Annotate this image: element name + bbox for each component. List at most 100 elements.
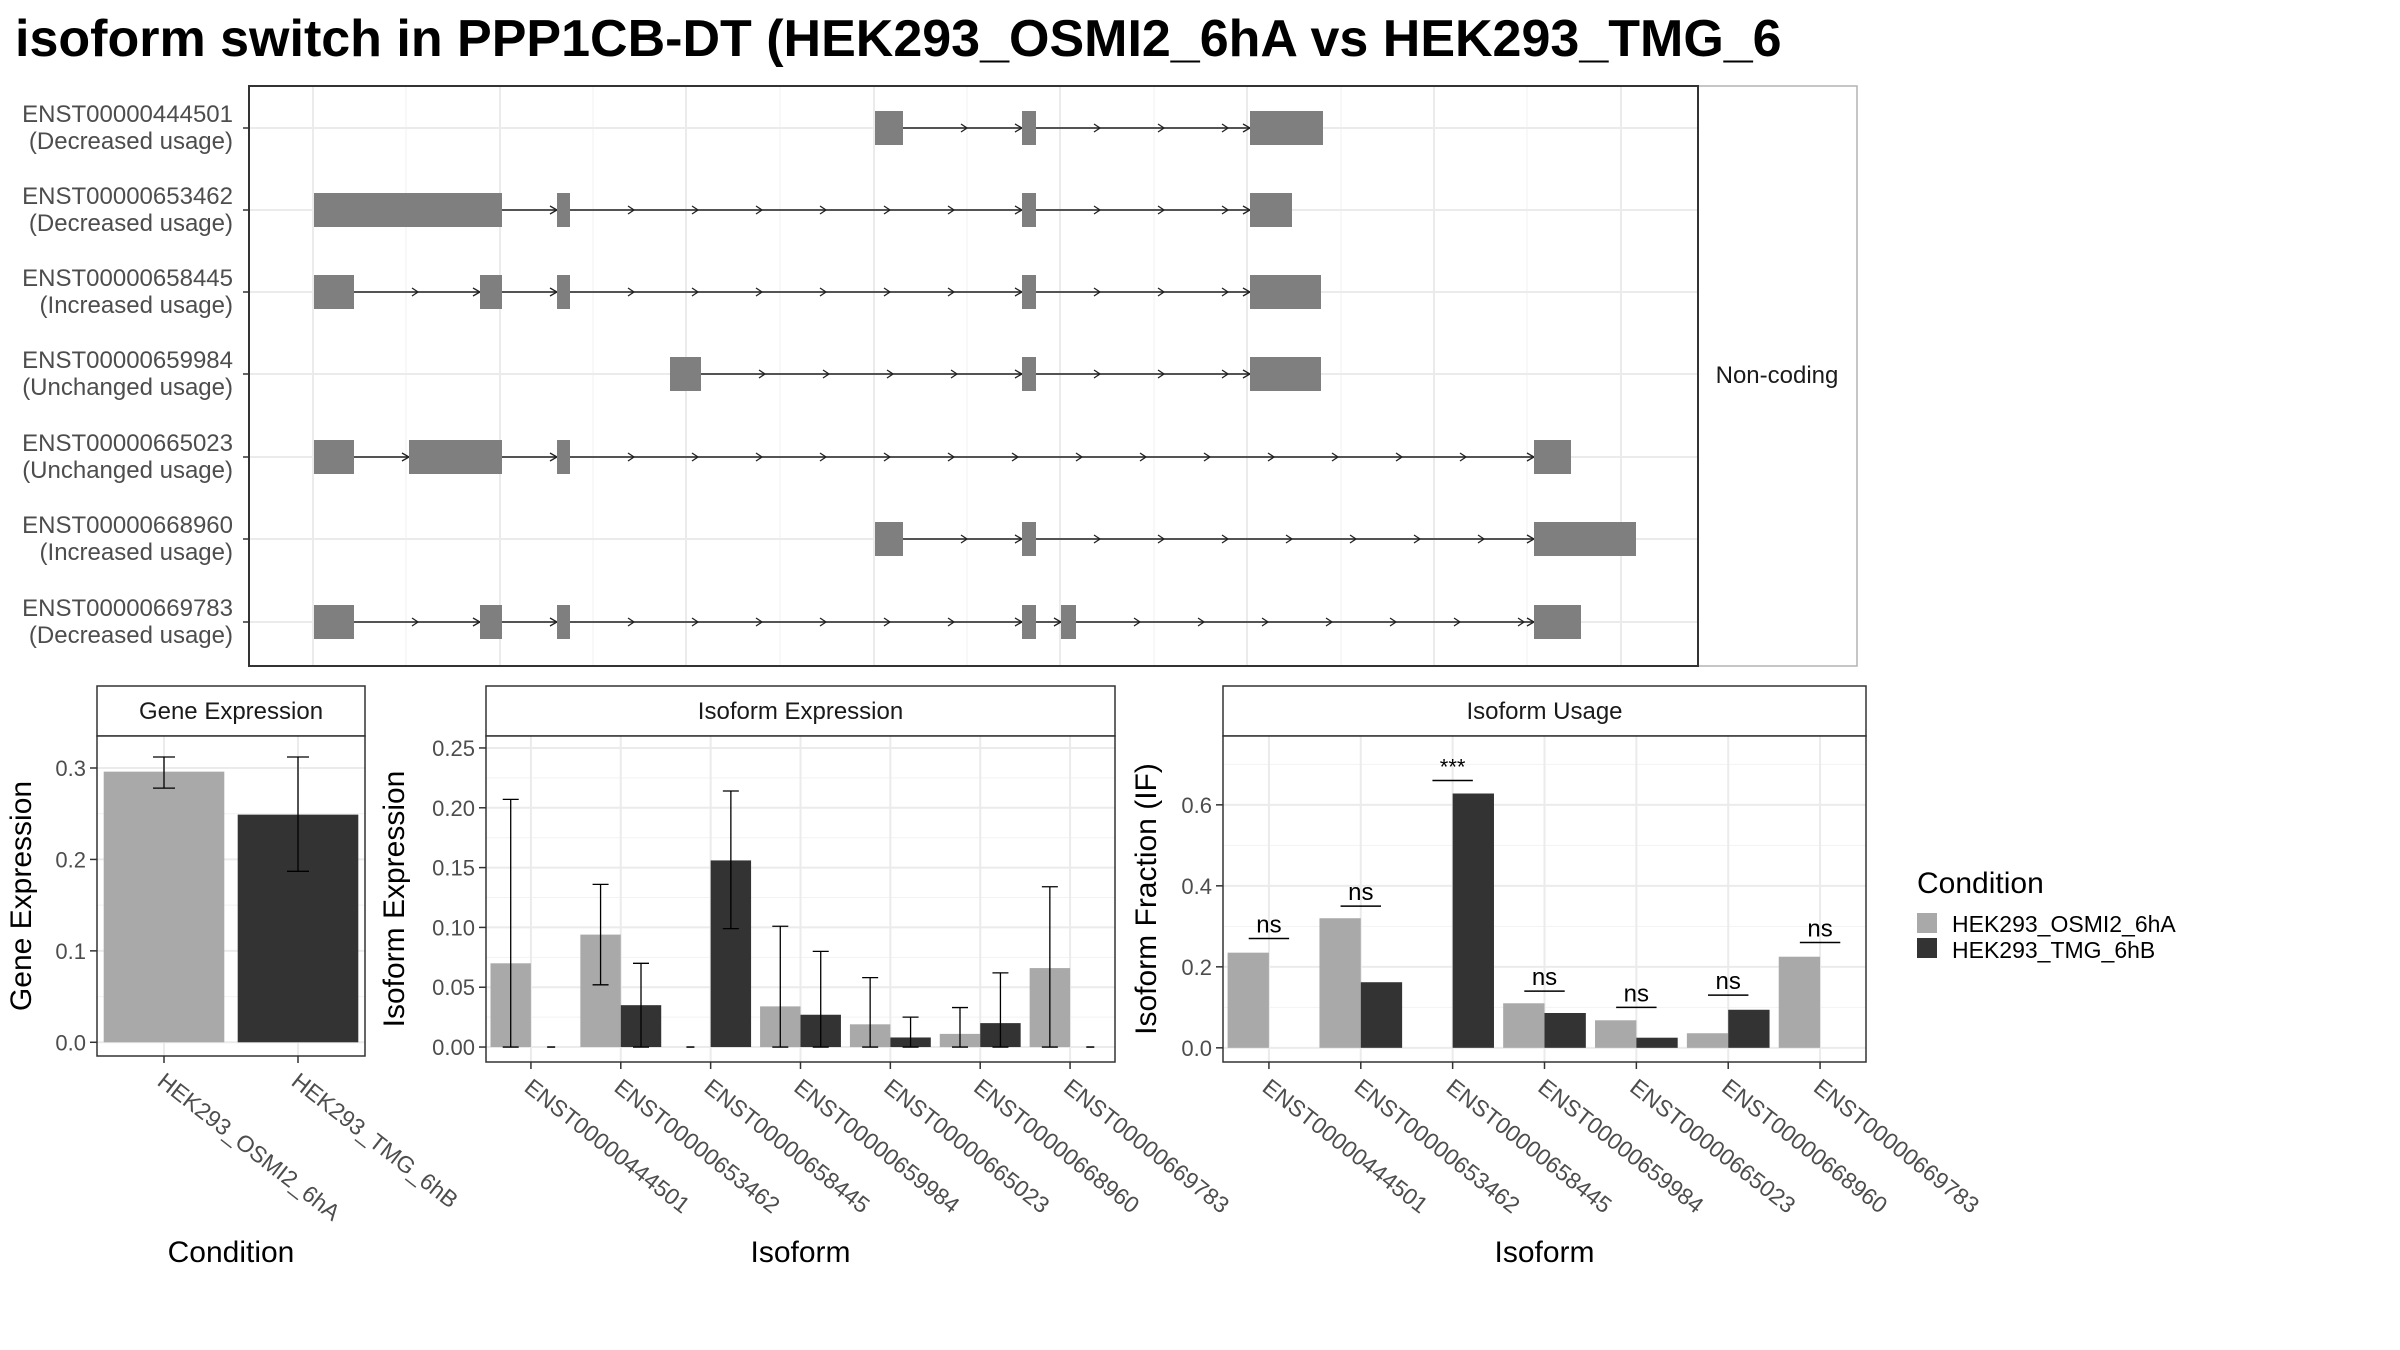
intron-direction-arrow [1261, 617, 1270, 627]
intron-direction-arrow [1285, 534, 1294, 544]
intron-direction-arrow [691, 617, 700, 627]
bar [1595, 1020, 1637, 1048]
intron-direction-arrow [411, 287, 420, 297]
panel-strip-label: Gene Expression [139, 698, 323, 725]
intron-direction-arrow [1331, 452, 1340, 462]
intron-direction-arrow [1139, 452, 1148, 462]
y-tick-label: 0.10 [432, 915, 475, 940]
exon-block [314, 605, 354, 639]
exon-block [1022, 193, 1036, 227]
intron-direction-arrow [947, 452, 956, 462]
x-tick-label: ENST00000669783 [1809, 1073, 1984, 1218]
x-tick-label: ENST00000665023 [1625, 1073, 1800, 1218]
exon-block [1022, 605, 1036, 639]
intron-direction-arrow [1157, 369, 1166, 379]
y-tick-label: 0.0 [1181, 1036, 1212, 1061]
intron-direction-arrow [883, 205, 892, 215]
y-tick-label: 0.05 [432, 975, 475, 1000]
exon-block [1022, 522, 1036, 556]
exon-block [314, 193, 502, 227]
intron-direction-arrow [950, 369, 959, 379]
y-axis-title: Isoform Expression [378, 771, 411, 1028]
intron-direction-arrow [627, 205, 636, 215]
intron-direction-arrow [1349, 534, 1358, 544]
x-axis-title: Isoform [1494, 1236, 1594, 1269]
intron-direction-arrow [883, 617, 892, 627]
transcript-usage-label: (Decreased usage) [29, 210, 233, 237]
intron-direction-arrow [883, 287, 892, 297]
exon-block [557, 275, 570, 309]
structure-strip-box [248, 85, 1858, 667]
plot-border [1222, 735, 1867, 1063]
significance-label: ns [1256, 911, 1281, 938]
bar [1360, 982, 1403, 1048]
intron-direction-arrow [1221, 287, 1230, 297]
exon-block [314, 440, 354, 474]
panel-strip [485, 685, 1116, 737]
intron-direction-arrow [1075, 452, 1084, 462]
exon-block [1250, 275, 1321, 309]
intron-direction-arrow [1325, 617, 1334, 627]
intron-direction-arrow [883, 452, 892, 462]
intron-direction-arrow [947, 617, 956, 627]
transcript-usage-label: (Unchanged usage) [22, 457, 233, 484]
exon-block [1250, 111, 1323, 145]
intron-direction-arrow [1093, 369, 1102, 379]
y-tick-label: 0.6 [1181, 793, 1212, 818]
intron-direction-arrow [1221, 534, 1230, 544]
intron-direction-arrow [819, 617, 828, 627]
intron-direction-arrow [1453, 617, 1462, 627]
bar [103, 771, 225, 1043]
intron-direction-arrow [1517, 617, 1526, 627]
intron-direction-arrow [1093, 123, 1102, 133]
transcript-id-label: ENST00000668960 [22, 512, 233, 539]
intron-direction-arrow [755, 287, 764, 297]
intron-direction-arrow [691, 205, 700, 215]
exon-block [1534, 522, 1636, 556]
y-tick-label: 0.1 [55, 939, 86, 964]
significance-label: ns [1807, 916, 1832, 943]
intron-direction-arrow [755, 617, 764, 627]
exon-block [409, 440, 502, 474]
y-tick-label: 0.2 [55, 847, 86, 872]
intron-direction-arrow [1093, 534, 1102, 544]
significance-label: ns [1348, 879, 1373, 906]
legend-title: Condition [1917, 867, 2044, 900]
transcript-usage-label: (Unchanged usage) [22, 374, 233, 401]
x-tick-label: ENST00000669783 [1059, 1073, 1234, 1218]
intron-direction-arrow [755, 452, 764, 462]
exon-block [1534, 440, 1571, 474]
intron-direction-arrow [627, 452, 636, 462]
bar [1778, 956, 1821, 1048]
structure-strip-label: Non-coding [1716, 362, 1839, 389]
intron-direction-arrow [627, 287, 636, 297]
intron-direction-arrow [1477, 534, 1486, 544]
transcript-id-label: ENST00000658445 [22, 265, 233, 292]
intron-direction-arrow [819, 452, 828, 462]
figure-title: isoform switch in PPP1CB-DT (HEK293_OSMI… [15, 10, 1782, 68]
panel-strip [1222, 685, 1867, 737]
intron-direction-arrow [947, 205, 956, 215]
legend-label-cond2: HEK293_TMG_6hB [1952, 937, 2155, 963]
transcript-usage-label: (Increased usage) [40, 292, 233, 319]
exon-block [1022, 111, 1036, 145]
exon-block [670, 357, 701, 391]
x-tick-label: ENST00000653462 [1350, 1073, 1525, 1218]
intron-direction-arrow [627, 617, 636, 627]
exon-block [314, 275, 354, 309]
transcript-usage-label: (Increased usage) [40, 539, 233, 566]
x-tick-label: ENST00000659984 [1533, 1073, 1708, 1218]
x-axis-title: Condition [168, 1236, 295, 1269]
y-tick-label: 0.2 [1181, 955, 1212, 980]
exon-block [1250, 357, 1321, 391]
intron-direction-arrow [819, 205, 828, 215]
significance-label: *** [1440, 755, 1466, 780]
bar [1636, 1037, 1678, 1048]
transcript-usage-label: (Decreased usage) [29, 128, 233, 155]
exon-block [1534, 605, 1581, 639]
x-tick-label: ENST00000668960 [1717, 1073, 1892, 1218]
intron-direction-arrow [1221, 123, 1230, 133]
intron-direction-arrow [758, 369, 767, 379]
intron-direction-arrow [1157, 205, 1166, 215]
x-tick-label: ENST00000444501 [520, 1073, 695, 1218]
